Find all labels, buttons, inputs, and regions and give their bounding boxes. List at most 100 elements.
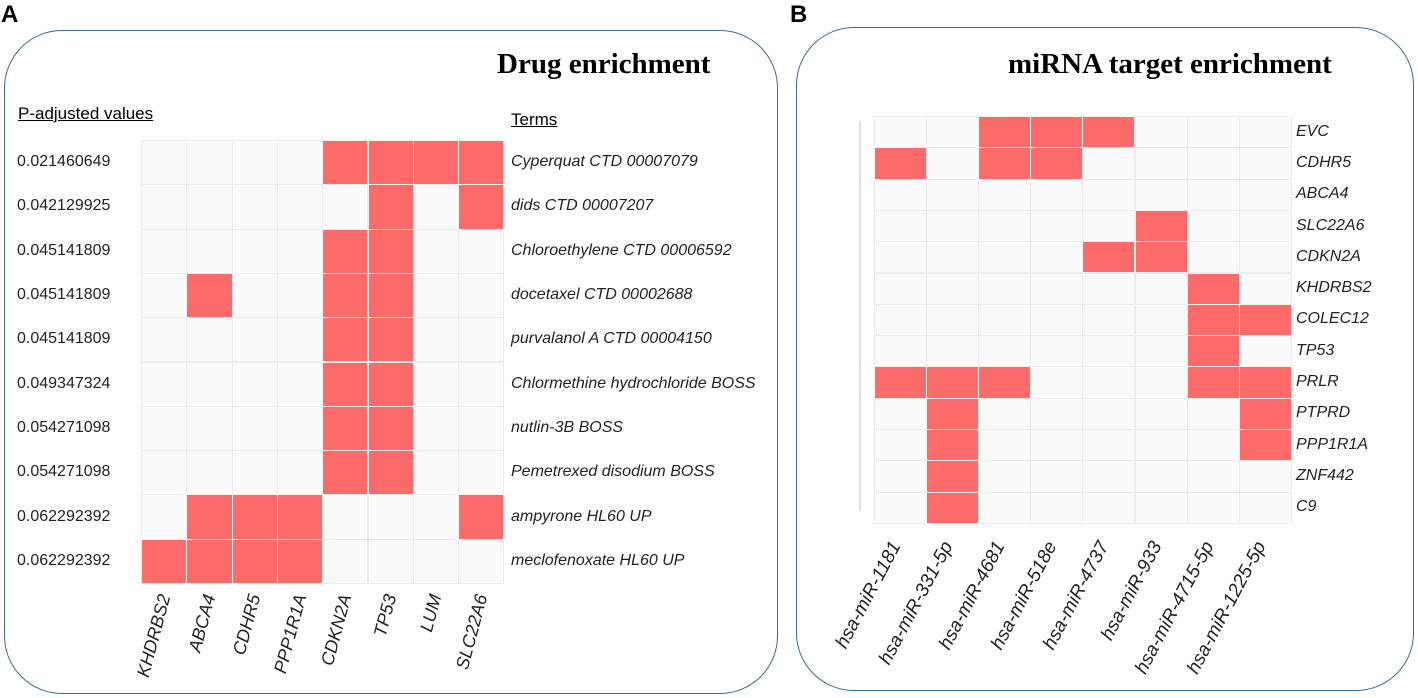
heatmap-cell-empty [412, 361, 460, 407]
gene-row-label: SLC22A6 [1296, 216, 1365, 234]
heatmap-cell-empty [1186, 429, 1240, 462]
heatmap-cell-empty [1238, 272, 1292, 305]
gene-row-label: PTPRD [1296, 404, 1351, 422]
heatmap-cell-empty [231, 361, 278, 407]
p-value-label: 0.054271098 [17, 463, 111, 481]
gene-row-label: PRLR [1296, 373, 1339, 391]
heatmap-cell-empty [458, 361, 505, 407]
heatmap-cell-empty [276, 361, 324, 407]
heatmap-cell-empty [1030, 272, 1084, 305]
term-label: Chloroethylene CTD 00006592 [511, 241, 732, 259]
heatmap-cell-empty [1030, 429, 1084, 462]
gene-row-label: CDHR5 [1296, 153, 1352, 171]
heatmap-cell-empty [1030, 460, 1084, 493]
heatmap-cell-empty [1186, 178, 1240, 211]
heatmap-cell-hit [322, 361, 369, 407]
heatmap-cell-empty [926, 147, 980, 180]
p-value-label: 0.042129925 [17, 197, 111, 215]
heatmap-cell-empty [926, 335, 980, 368]
heatmap-cell-empty [1238, 241, 1292, 274]
gene-row-label: CDKN2A [1296, 247, 1361, 265]
heatmap-cell-empty [978, 178, 1032, 211]
heatmap-cell-empty [458, 450, 505, 496]
heatmap-cell-hit [276, 494, 324, 540]
heatmap-cell-empty [186, 361, 233, 407]
heatmap-cell-empty [1082, 335, 1136, 368]
heatmap-cell-empty [1134, 335, 1188, 368]
heatmap-cell-empty [458, 405, 505, 452]
heatmap-cell-empty [1134, 116, 1188, 149]
heatmap-cell-empty [1186, 241, 1240, 274]
heatmap-cell-hit [322, 450, 369, 496]
heatmap-cell-hit [926, 491, 980, 524]
heatmap-cell-empty [926, 178, 980, 211]
heatmap-cell-empty [1030, 491, 1084, 524]
heatmap-cell-hit [874, 366, 928, 399]
heatmap-cell-hit [322, 140, 369, 186]
panel-a-letter: A [1, 1, 19, 28]
heatmap-cell-empty [1186, 397, 1240, 430]
heatmap-cell-empty [141, 361, 188, 407]
heatmap-cell-hit [231, 494, 278, 540]
heatmap-cell-empty [141, 405, 188, 452]
heatmap-cell-hit [1238, 429, 1292, 462]
heatmap-cell-empty [1030, 366, 1084, 399]
heatmap-cell-empty [1186, 147, 1240, 180]
p-adjusted-header: P-adjusted values [18, 104, 154, 123]
heatmap-cell-empty [874, 397, 928, 430]
heatmap-cell-hit [322, 228, 369, 274]
term-label: meclofenoxate HL60 UP [511, 551, 685, 569]
heatmap-cell-empty [412, 450, 460, 496]
heatmap-cell-hit [1134, 209, 1188, 243]
heatmap-cell-empty [1134, 397, 1188, 430]
heatmap-cell-empty [874, 335, 928, 368]
heatmap-cell-hit [1186, 303, 1240, 337]
heatmap-cell-empty [276, 450, 324, 496]
heatmap-cell-empty [141, 450, 188, 496]
term-label: ampyrone HL60 UP [511, 507, 652, 525]
heatmap-cell-empty [412, 272, 460, 319]
gene-row-label: TP53 [1296, 341, 1335, 359]
heatmap-cell-empty [367, 494, 414, 540]
heatmap-cell-hit [367, 140, 414, 186]
heatmap-cell-empty [926, 303, 980, 337]
heatmap-cell-empty [926, 209, 980, 243]
heatmap-cell-hit [1186, 272, 1240, 305]
drug-enrichment-title: Drug enrichment [497, 48, 711, 80]
heatmap-cell-empty [186, 405, 233, 452]
heatmap-cell-hit [367, 272, 414, 319]
heatmap-cell-empty [1134, 272, 1188, 305]
heatmap-cell-hit [1030, 116, 1084, 149]
heatmap-cell-empty [1030, 178, 1084, 211]
term-label: dids CTD 00007207 [511, 197, 654, 215]
heatmap-cell-hit [926, 366, 980, 399]
p-value-label: 0.021460649 [17, 153, 111, 171]
heatmap-cell-empty [1186, 209, 1240, 243]
heatmap-cell-hit [367, 317, 414, 363]
heatmap-cell-empty [231, 317, 278, 363]
term-label: nutlin-3B BOSS [511, 418, 624, 436]
heatmap-cell-empty [1134, 429, 1188, 462]
heatmap-cell-empty [1134, 303, 1188, 337]
heatmap-cell-empty [1082, 209, 1136, 243]
heatmap-cell-hit [186, 538, 233, 584]
heatmap-cell-empty [412, 538, 460, 584]
heatmap-cell-empty [412, 405, 460, 452]
heatmap-cell-empty [322, 494, 369, 540]
heatmap-cell-hit [978, 366, 1032, 399]
heatmap-cell-empty [322, 184, 369, 230]
heatmap-cell-hit [367, 228, 414, 274]
heatmap-cell-empty [926, 272, 980, 305]
heatmap-cell-empty [458, 228, 505, 274]
heatmap-cell-hit [367, 405, 414, 452]
heatmap-cell-empty [1030, 303, 1084, 337]
heatmap-cell-empty [186, 184, 233, 230]
heatmap-cell-empty [874, 491, 928, 524]
heatmap-cell-hit [978, 147, 1032, 180]
heatmap-cell-hit [1134, 241, 1188, 274]
heatmap-cell-empty [276, 184, 324, 230]
heatmap-cell-empty [978, 209, 1032, 243]
heatmap-cell-hit [1186, 366, 1240, 399]
heatmap-cell-empty [926, 116, 980, 149]
heatmap-cell-hit [1238, 303, 1292, 337]
